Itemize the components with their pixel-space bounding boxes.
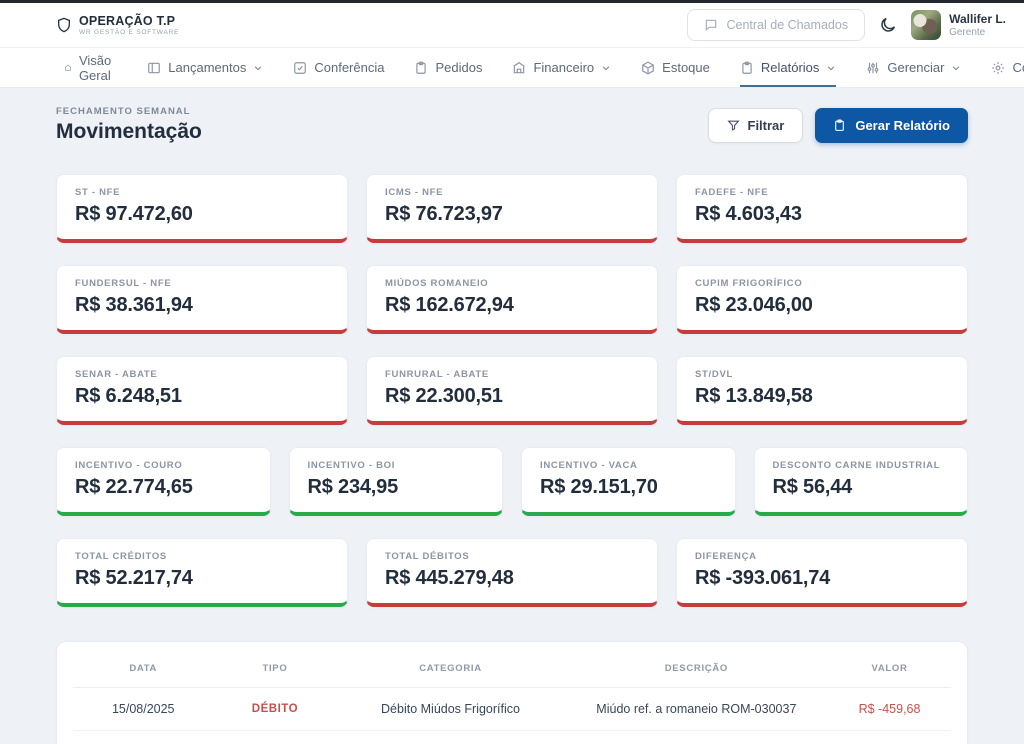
brand-name: OPERAÇÃO T.P — [79, 14, 176, 28]
stat-card-total-creditos: TOTAL CRÉDITOS R$ 52.217,74 — [56, 538, 348, 607]
stat-card-miudos-romaneio: MIÚDOS ROMANEIO R$ 162.672,94 — [366, 265, 658, 334]
stat-card-diferenca: DIFERENÇA R$ -393.061,74 — [676, 538, 968, 607]
stat-card-funrural-abate: FUNRURAL - ABATE R$ 22.300,51 — [366, 356, 658, 425]
user-name: Wallifer L. — [949, 12, 1006, 27]
table-header-row: DATA TIPO CATEGORIA DESCRIÇÃO VALOR — [73, 648, 951, 688]
nav-item-pedidos[interactable]: Pedidos — [414, 48, 482, 87]
column-header-tipo: TIPO — [213, 648, 337, 688]
table-row: 15/08/2025 DÉBITO Débito Miúdos Frigoríf… — [73, 687, 951, 731]
chevron-down-icon — [255, 65, 262, 70]
nav-item-configuracoes[interactable]: Configurações — [991, 48, 1024, 87]
stat-row-1: ST - NFE R$ 97.472,60 ICMS - NFE R$ 76.7… — [56, 174, 968, 243]
avatar — [911, 10, 942, 40]
stat-card-fadefe-nfe: FADEFE - NFE R$ 4.603,43 — [676, 174, 968, 243]
page-eyebrow: FECHAMENTO SEMANAL — [56, 106, 191, 117]
column-header-valor: VALOR — [828, 648, 951, 688]
stat-row-totals: TOTAL CRÉDITOS R$ 52.217,74 TOTAL DÉBITO… — [56, 538, 968, 607]
stat-card-incentivo-couro: INCENTIVO - COURO R$ 22.774,65 — [56, 447, 271, 516]
stat-card-cupim-frigorifico: CUPIM FRIGORÍFICO R$ 23.046,00 — [676, 265, 968, 334]
entries-icon — [148, 62, 161, 73]
chat-icon — [704, 18, 718, 32]
brand-logo-icon — [56, 17, 72, 33]
chevron-down-icon — [828, 65, 835, 70]
nav-item-gerenciar[interactable]: Gerenciar — [866, 48, 961, 87]
help-center-button[interactable]: Central de Chamados — [687, 9, 866, 41]
stat-row-3: SENAR - ABATE R$ 6.248,51 FUNRURAL - ABA… — [56, 356, 968, 425]
stat-card-total-debitos: TOTAL DÉBITOS R$ 445.279,48 — [366, 538, 658, 607]
report-icon — [835, 119, 845, 131]
sliders-icon — [868, 62, 879, 73]
movements-table: DATA TIPO CATEGORIA DESCRIÇÃO VALOR 15/0… — [73, 648, 951, 744]
chevron-down-icon — [602, 65, 610, 70]
top-bar: OPERAÇÃO T.P WR GESTÃO E SOFTWARE Centra… — [0, 3, 1024, 48]
gear-icon — [992, 61, 1005, 74]
cell-value: R$ -459,68 — [828, 687, 951, 731]
table-row: 15/08/2025 DÉBITO Débito Cupim - Frigorí… — [73, 730, 951, 744]
stat-row-4: INCENTIVO - COURO R$ 22.774,65 INCENTIVO… — [56, 447, 968, 516]
stat-card-senar-abate: SENAR - ABATE R$ 6.248,51 — [56, 356, 348, 425]
bank-icon — [513, 61, 526, 73]
cell-type: DÉBITO — [213, 687, 337, 731]
nav-item-lancamentos[interactable]: Lançamentos — [147, 48, 263, 87]
user-menu[interactable]: Wallifer L. Gerente — [911, 10, 1006, 40]
stat-card-st-dvl: ST/DVL R$ 13.849,58 — [676, 356, 968, 425]
movements-table-card: DATA TIPO CATEGORIA DESCRIÇÃO VALOR 15/0… — [56, 641, 968, 744]
main-nav: Visão Geral Lançamentos Conferência Pedi… — [0, 48, 1024, 88]
chevron-down-icon — [953, 65, 960, 70]
stat-card-fundersul-nfe: FUNDERSUL - NFE R$ 38.361,94 — [56, 265, 348, 334]
cell-date: 15/08/2025 — [73, 687, 214, 731]
clipboard-icon — [416, 61, 427, 74]
brand: OPERAÇÃO T.P WR GESTÃO E SOFTWARE — [56, 14, 179, 36]
generate-report-button[interactable]: Gerar Relatório — [815, 107, 968, 143]
stat-card-desconto-carne-industrial: DESCONTO CARNE INDUSTRIAL R$ 56,44 — [753, 447, 968, 516]
cell-type: DÉBITO — [213, 730, 337, 744]
nav-item-financeiro[interactable]: Financeiro — [512, 48, 611, 87]
filter-button[interactable]: Filtrar — [707, 107, 804, 143]
package-icon — [642, 60, 654, 75]
cell-date: 15/08/2025 — [73, 730, 214, 744]
cell-value: R$ -672,00 — [828, 730, 951, 744]
nav-item-estoque[interactable]: Estoque — [641, 48, 710, 87]
stat-card-incentivo-boi: INCENTIVO - BOI R$ 234,95 — [288, 447, 503, 516]
cell-description: Cupim Frigorífico ref. a romaneio ROM-03… — [564, 730, 829, 744]
page-title: Movimentação — [56, 120, 202, 143]
check-square-icon — [294, 61, 307, 74]
stat-row-2: FUNDERSUL - NFE R$ 38.361,94 MIÚDOS ROMA… — [56, 265, 968, 334]
brand-tagline: WR GESTÃO E SOFTWARE — [79, 29, 180, 36]
stat-card-icms-nfe: ICMS - NFE R$ 76.723,97 — [366, 174, 658, 243]
stat-card-incentivo-vaca: INCENTIVO - VACA R$ 29.151,70 — [521, 447, 736, 516]
column-header-data: DATA — [73, 648, 214, 688]
user-role: Gerente — [949, 26, 986, 38]
cell-description: Miúdo ref. a romaneio ROM-030037 — [564, 687, 829, 731]
stat-card-st-nfe: ST - NFE R$ 97.472,60 — [56, 174, 348, 243]
nav-item-visao-geral[interactable]: Visão Geral — [64, 48, 117, 87]
cell-category: Débito Miúdos Frigorífico — [336, 687, 565, 731]
funnel-icon — [726, 120, 740, 131]
home-icon — [64, 64, 72, 71]
column-header-categoria: CATEGORIA — [336, 648, 565, 688]
main-content: FECHAMENTO SEMANAL Movimentação Filtrar … — [0, 88, 1024, 744]
report-icon — [742, 61, 752, 74]
nav-item-relatorios[interactable]: Relatórios — [739, 48, 837, 87]
nav-item-conferencia[interactable]: Conferência — [293, 48, 384, 87]
column-header-descricao: DESCRIÇÃO — [564, 648, 829, 688]
cell-category: Débito Cupim - Frigorífico — [336, 730, 565, 744]
dark-mode-toggle-icon[interactable] — [879, 16, 897, 34]
